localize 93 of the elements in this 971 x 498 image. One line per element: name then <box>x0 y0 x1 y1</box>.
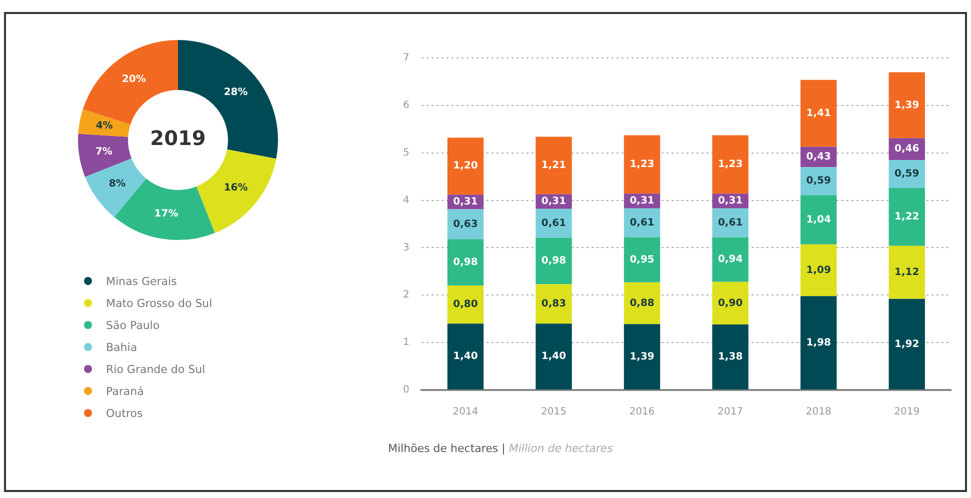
data-label: 1,09 <box>806 264 831 276</box>
data-label: 1,04 <box>806 214 831 226</box>
data-label: 1,98 <box>806 337 831 348</box>
legend-label: Mato Grosso do Sul <box>106 296 212 310</box>
data-label: 1,41 <box>806 108 831 119</box>
data-label: 28% <box>224 86 248 98</box>
legend-label: Minas Gerais <box>106 274 177 288</box>
legend-label: São Paulo <box>106 318 160 332</box>
bar <box>800 195 837 244</box>
data-label: 0,80 <box>453 299 478 310</box>
data-label: 17% <box>154 208 178 220</box>
bar <box>624 324 660 390</box>
bar <box>447 239 484 286</box>
y-tick-label: 4 <box>402 194 410 206</box>
bar <box>536 324 572 390</box>
data-label: 1,12 <box>894 266 920 278</box>
bar <box>712 237 748 282</box>
data-label: 1,23 <box>718 159 743 170</box>
data-label: 1,40 <box>541 351 566 362</box>
data-label: 1,22 <box>894 211 920 222</box>
data-label: 20% <box>122 74 146 85</box>
text: 2019 <box>150 126 206 150</box>
data-label: 0,43 <box>806 151 831 162</box>
data-label: 8% <box>108 178 126 190</box>
data-label: 0,59 <box>894 168 920 180</box>
bar <box>800 244 837 296</box>
x-tick-label: 2015 <box>541 406 566 418</box>
bar <box>624 237 660 282</box>
data-label: 0,98 <box>453 257 478 268</box>
y-tick-label: 1 <box>402 337 410 348</box>
x-tick-label: 2018 <box>806 406 832 418</box>
data-label: 1,38 <box>718 352 743 363</box>
bar <box>447 286 484 324</box>
data-label: 1,40 <box>453 351 478 362</box>
y-tick-label: 5 <box>402 147 410 158</box>
data-label: 0,94 <box>718 254 743 266</box>
data-label: 1,39 <box>894 100 920 111</box>
y-tick-label: 3 <box>402 242 410 254</box>
bar <box>624 282 660 324</box>
x-tick-label: 2016 <box>629 406 655 418</box>
data-label: 0,61 <box>718 217 743 228</box>
data-label: 1,39 <box>630 351 654 362</box>
data-label: 0,59 <box>806 176 831 187</box>
bar <box>447 324 484 390</box>
bar <box>536 136 572 194</box>
bar <box>888 298 925 390</box>
y-tick-label: 0 <box>402 384 410 396</box>
bar <box>888 188 925 246</box>
y-tick-label: 6 <box>402 100 410 112</box>
bar <box>712 324 748 390</box>
data-label: 16% <box>224 182 248 194</box>
bar <box>712 282 748 325</box>
bar <box>536 238 572 284</box>
data-label: 7% <box>95 146 112 158</box>
bar <box>800 80 837 147</box>
bar <box>800 296 837 390</box>
data-label: 0,90 <box>718 298 743 309</box>
data-label: 1,21 <box>541 160 566 172</box>
data-label: 0,61 <box>541 218 566 229</box>
x-tick-label: 2014 <box>452 406 478 418</box>
data-label: 0,88 <box>630 298 654 309</box>
data-label: 4% <box>96 120 113 132</box>
bar <box>888 246 925 299</box>
bar <box>624 208 660 238</box>
data-label: 1,92 <box>894 338 920 350</box>
x-tick-label: 2017 <box>718 406 744 418</box>
bar <box>888 72 925 138</box>
x-tick-label: 2019 <box>894 406 920 418</box>
data-label: 0,95 <box>630 254 654 266</box>
legend-label: Rio Grande do Sul <box>106 362 206 376</box>
legend-label: Paraná <box>106 384 144 398</box>
data-label: 0,31 <box>718 196 743 207</box>
bar <box>536 208 572 238</box>
y-tick-label: 7 <box>402 52 410 64</box>
bar <box>536 284 572 324</box>
data-label: 0,31 <box>630 196 654 207</box>
data-label: 0,98 <box>541 256 566 267</box>
bar <box>624 135 660 194</box>
text: Milhões de hectares | Million de hectares <box>388 442 613 455</box>
data-label: 1,23 <box>630 159 654 170</box>
legend-label: Outros <box>106 406 143 420</box>
data-label: 0,46 <box>894 144 920 155</box>
data-label: 1,20 <box>453 160 478 172</box>
data-label: 0,63 <box>453 218 478 230</box>
legend-label: Bahia <box>106 340 138 354</box>
bar <box>712 208 748 238</box>
bar <box>447 138 484 195</box>
bar <box>712 135 748 194</box>
data-label: 0,31 <box>453 196 478 208</box>
data-label: 0,61 <box>630 217 654 228</box>
y-tick-label: 2 <box>402 290 410 301</box>
data-label: 0,83 <box>541 298 566 310</box>
data-label: 0,31 <box>541 196 566 208</box>
